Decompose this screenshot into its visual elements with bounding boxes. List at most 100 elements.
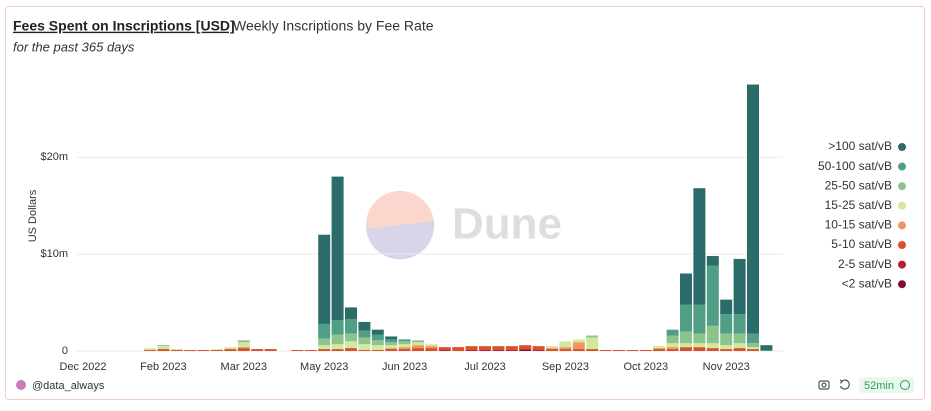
refresh-badge[interactable] xyxy=(859,377,914,393)
legend-marker xyxy=(898,162,906,171)
bar-segment xyxy=(385,339,398,343)
bar-segment xyxy=(733,348,746,351)
bar-segment xyxy=(345,307,357,320)
x-tick-label: Mar 2023 xyxy=(221,361,267,373)
bar-segment xyxy=(170,349,183,351)
bar-segment xyxy=(479,350,491,351)
bar-segment xyxy=(680,343,692,348)
bar-segment xyxy=(144,348,156,351)
bar-segment xyxy=(358,344,371,351)
legend-label: 10-15 sat/vB xyxy=(825,218,892,232)
bar-segment xyxy=(747,333,759,344)
y-tick-label: $10m xyxy=(40,248,68,260)
bar-segment xyxy=(720,333,733,346)
bar-segment xyxy=(492,350,505,351)
watermark-logo-part xyxy=(366,221,435,260)
bar-segment xyxy=(680,331,692,344)
bar-segment xyxy=(170,350,183,351)
chart-subtitle: Weekly Inscriptions by Fee Rate xyxy=(233,18,434,34)
bar-segment xyxy=(559,347,572,350)
bar-segment xyxy=(358,337,371,345)
x-tick-label: Jul 2023 xyxy=(464,361,506,373)
bar-segment xyxy=(197,350,210,351)
bar-segment xyxy=(157,346,170,350)
bar-segment xyxy=(438,347,451,351)
chart-title[interactable]: Fees Spent on Inscriptions [USD] xyxy=(13,18,235,34)
y-axis-label: US Dollars xyxy=(27,189,39,242)
bar-segment xyxy=(733,343,746,349)
bar-segment xyxy=(371,350,384,351)
bar-segment xyxy=(251,349,264,351)
bar-segment xyxy=(546,349,558,351)
bar-segment xyxy=(331,319,344,335)
bar-segment xyxy=(546,348,558,350)
bar-segment xyxy=(331,349,344,351)
bar-segment xyxy=(452,347,465,351)
x-tick-label: Dec 2022 xyxy=(59,361,106,373)
bar-segment xyxy=(264,349,277,351)
camera-icon[interactable] xyxy=(818,380,830,390)
bar-segment xyxy=(318,345,331,350)
x-tick-label: Jun 2023 xyxy=(382,361,427,373)
bar-segment xyxy=(572,349,585,351)
y-tick-label: 0 xyxy=(62,345,68,357)
bar-segment xyxy=(224,349,237,351)
bar-segment xyxy=(211,349,223,351)
bar-segment xyxy=(532,346,545,351)
bar-segment xyxy=(572,339,585,343)
legend-label: <2 sat/vB xyxy=(842,276,892,290)
bar-segment xyxy=(184,350,197,351)
bar-segment xyxy=(358,321,371,331)
bar-segment xyxy=(653,349,666,351)
bar-segment xyxy=(398,347,411,350)
chart-note: for the past 365 days xyxy=(13,39,135,54)
bar-segment xyxy=(318,338,331,346)
bar-segment xyxy=(747,349,759,351)
bar-segment xyxy=(666,349,679,351)
bar-segment xyxy=(760,350,773,351)
author[interactable]: @data_always xyxy=(32,380,105,392)
bar-segment xyxy=(465,350,478,351)
legend-marker xyxy=(898,221,906,230)
bar-segment xyxy=(693,347,706,351)
bar-segment xyxy=(304,350,317,351)
bar-segment xyxy=(157,349,170,351)
bar-segment xyxy=(505,346,518,351)
bar-segment xyxy=(385,348,398,350)
refresh-icon[interactable] xyxy=(839,379,850,390)
bar-segment xyxy=(291,350,304,351)
bar-segment xyxy=(237,342,250,348)
bar-segment xyxy=(747,347,759,350)
bar-segment xyxy=(479,346,491,351)
legend-marker xyxy=(898,182,906,191)
bar-segment xyxy=(412,342,424,346)
author-avatar xyxy=(16,380,26,390)
bar-segment xyxy=(425,346,438,349)
bar-segment xyxy=(760,345,773,351)
legend-marker xyxy=(898,280,906,289)
bar-segment xyxy=(586,335,599,338)
bar-segment xyxy=(237,340,250,343)
bar-segment xyxy=(385,349,398,351)
bar-segment xyxy=(680,347,692,351)
legend-label: 5-10 sat/vB xyxy=(831,237,892,251)
bar-segment xyxy=(653,348,666,350)
watermark-text: Dune xyxy=(452,200,562,249)
bar-segment xyxy=(532,350,545,351)
bar-segment xyxy=(693,343,706,348)
bar-segment xyxy=(318,323,331,339)
bar-segment xyxy=(237,348,250,351)
x-tick-label: May 2023 xyxy=(300,361,348,373)
bar-segment xyxy=(385,345,398,349)
legend-label: 2-5 sat/vB xyxy=(838,257,892,271)
bar-segment xyxy=(224,347,237,350)
bar-segment xyxy=(318,234,331,324)
bar-segment xyxy=(666,347,679,350)
legend-marker xyxy=(898,241,906,249)
bar-segment xyxy=(144,350,156,351)
refresh-time: 52min xyxy=(864,380,894,392)
bar-segment xyxy=(398,349,411,351)
bar-segment xyxy=(546,346,558,349)
bar-segment xyxy=(211,350,223,351)
bar-segment xyxy=(438,350,451,351)
